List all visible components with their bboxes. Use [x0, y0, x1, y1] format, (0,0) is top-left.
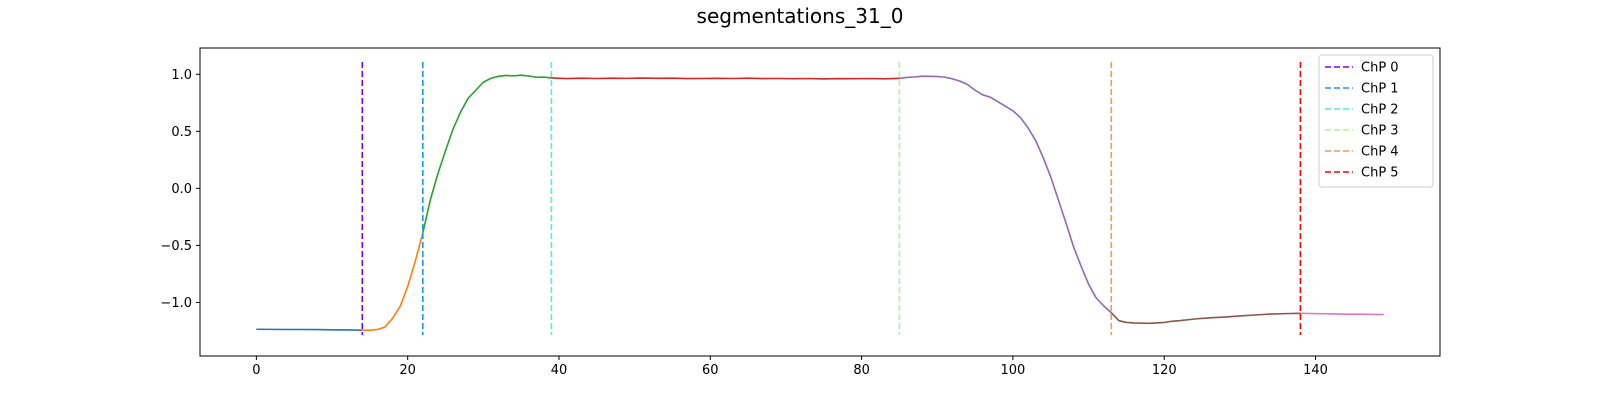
y-tick-label: −1.0	[160, 296, 192, 311]
legend-label: ChP 2	[1361, 103, 1399, 118]
x-tick-label: 120	[1152, 363, 1177, 378]
x-tick-label: 20	[399, 363, 416, 378]
x-tick-label: 60	[702, 363, 719, 378]
y-tick-label: 0.5	[171, 125, 192, 140]
x-tick-label: 140	[1303, 363, 1328, 378]
x-tick-label: 100	[1001, 363, 1026, 378]
segment-line-6	[1300, 312, 1384, 316]
y-tick-label: 0.0	[171, 182, 192, 197]
plot-lines	[256, 62, 1384, 335]
legend-label: ChP 0	[1361, 61, 1399, 76]
legend-label: ChP 1	[1361, 82, 1399, 97]
x-tick-label: 40	[551, 363, 568, 378]
legend-label: ChP 4	[1361, 145, 1399, 160]
segment-line-5	[1110, 312, 1301, 325]
plot-frame	[199, 47, 1441, 357]
segment-line-3	[551, 77, 900, 80]
legend-label: ChP 3	[1361, 124, 1399, 139]
x-axis: 0 20 40 60 80 100 120 140	[252, 356, 1328, 378]
x-tick-label: 80	[853, 363, 870, 378]
legend-label: ChP 5	[1361, 166, 1399, 181]
y-axis: −1.0 −0.5 0.0 0.5 1.0	[160, 68, 200, 311]
segment-line-1	[362, 232, 424, 331]
segment-line-4	[899, 75, 1112, 314]
y-tick-label: −0.5	[160, 239, 192, 254]
legend: ChP 0 ChP 1 ChP 2 ChP 3 ChP 4 ChP 5	[1318, 54, 1434, 188]
segment-line-0	[256, 328, 363, 331]
y-tick-label: 1.0	[171, 68, 192, 83]
x-tick-label: 0	[252, 363, 260, 378]
chart-title: segmentations_31_0	[697, 4, 904, 28]
segment-line-2	[422, 74, 552, 234]
